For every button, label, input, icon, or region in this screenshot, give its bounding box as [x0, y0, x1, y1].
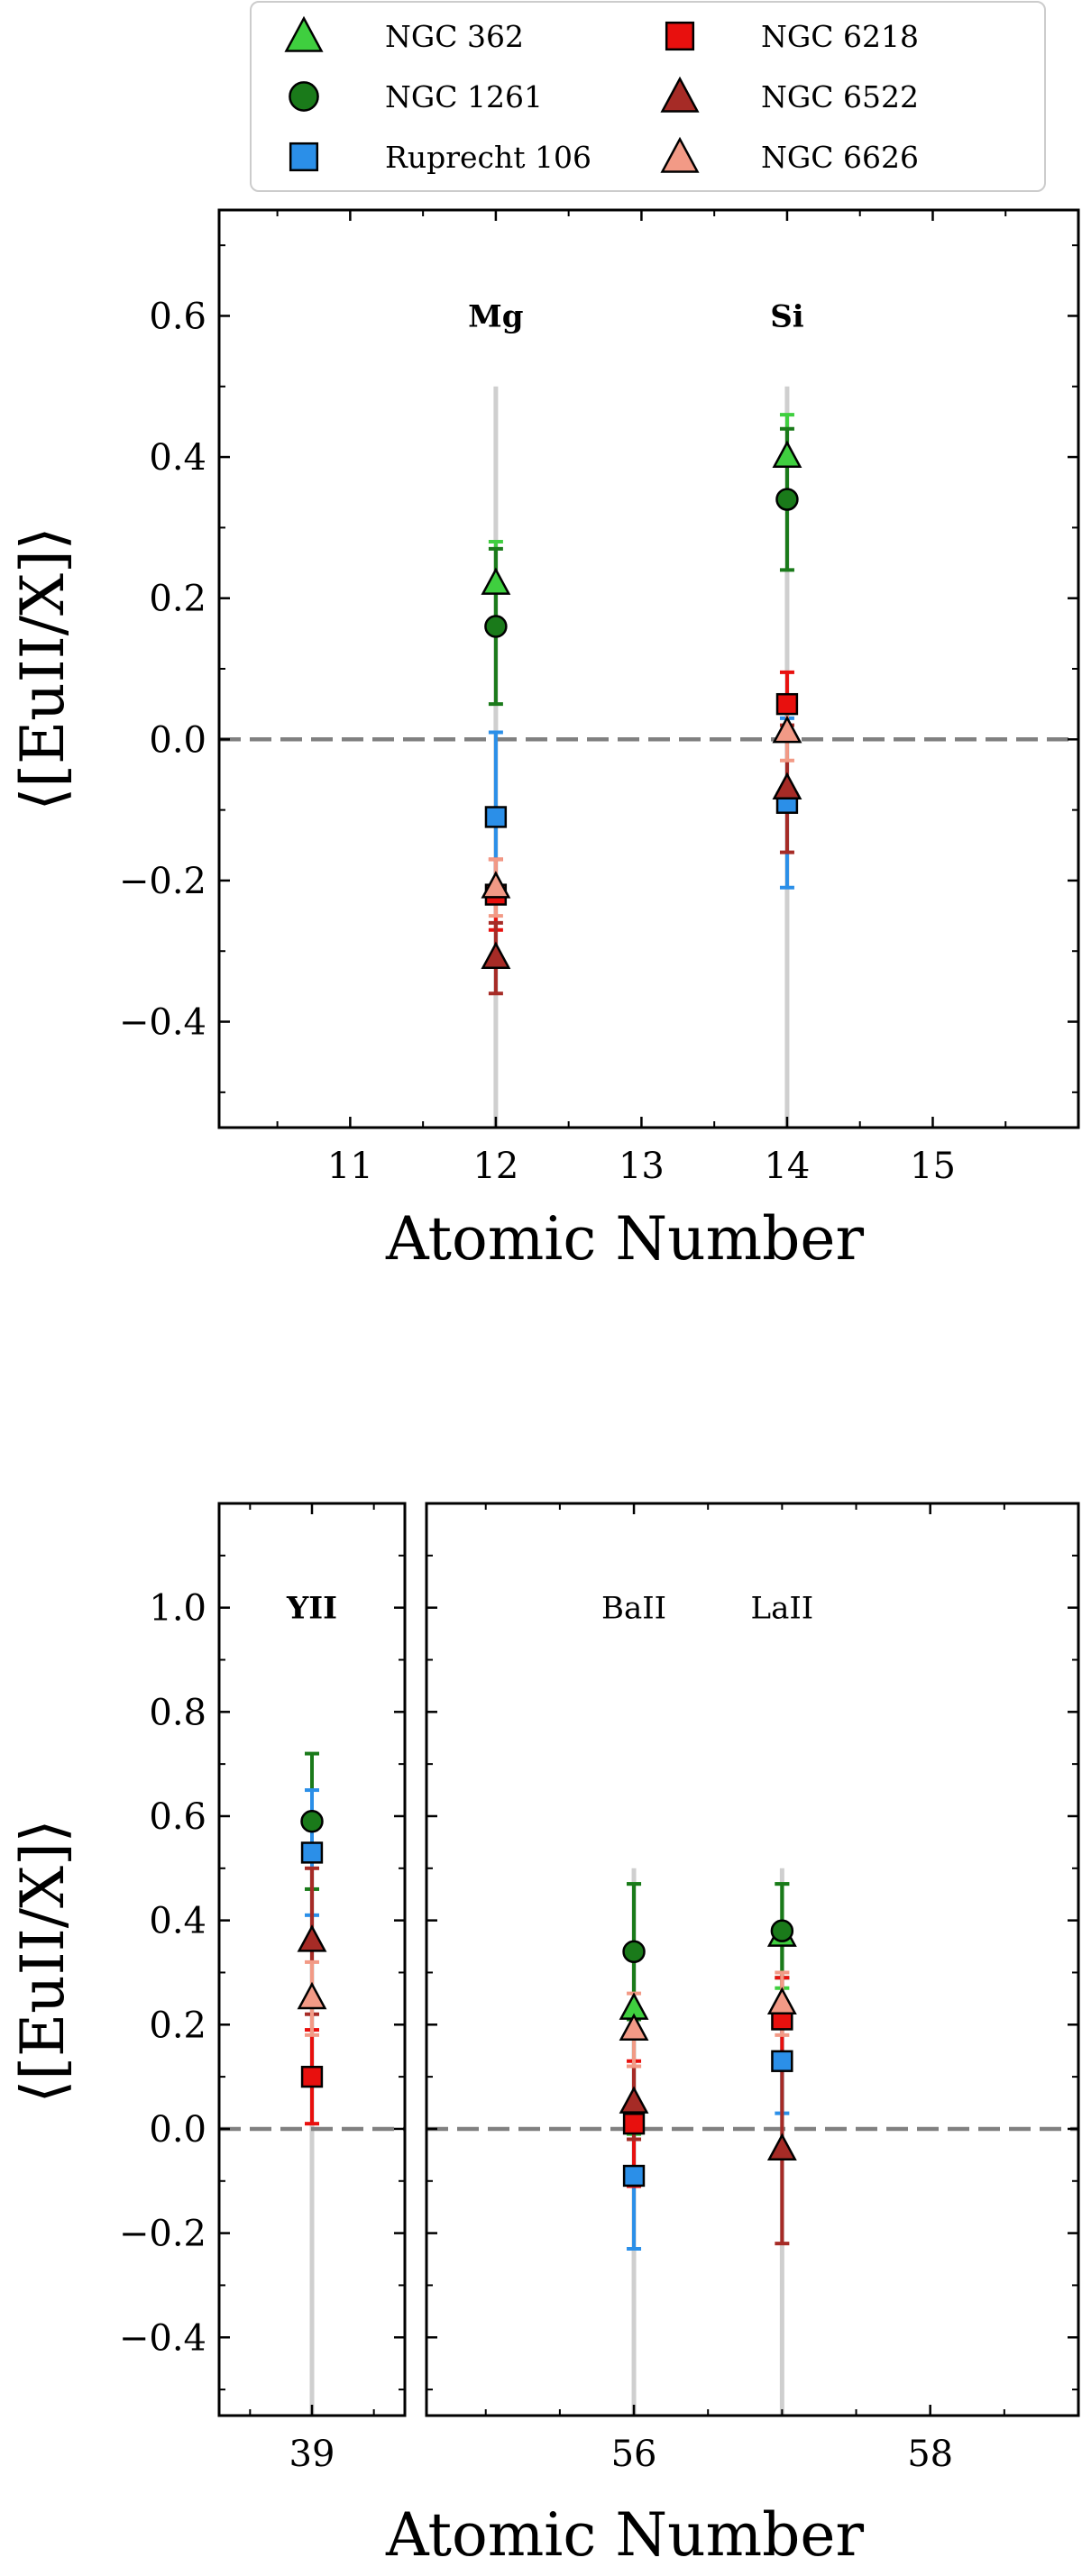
axes-frame — [425, 1502, 1080, 2417]
legend-label-ngc-6218: NGC 6218 — [761, 19, 919, 54]
panel-1: BaII LaII 56 58 — [425, 1502, 1080, 2475]
point-ngc-1261-12 — [484, 615, 508, 638]
x-tick-label: 14 — [764, 1146, 810, 1187]
top-chart: Mg Si 11 12 13 14 15 −0.4 −0.2 0.0 0.2 0.4 0.6 Atomic… — [8, 208, 1080, 1274]
point-ngc-1261-57 — [770, 1919, 794, 1942]
panel-0: Mg Si 11 12 13 14 15 −0.4 −0.2 0.0 0.2 0.4 0.6 — [119, 208, 1080, 1187]
element-label-mg: Mg — [468, 298, 523, 334]
point-ngc-6522-57 — [766, 2133, 797, 2160]
x-tick-label: 13 — [619, 1146, 665, 1187]
y-tick-label: −0.2 — [119, 2214, 206, 2255]
point-ngc-1261-56 — [622, 1940, 646, 1964]
point-ngc-362-14 — [772, 440, 802, 468]
point-ngc-6218-14 — [775, 692, 799, 716]
legend-marker-ngc-6522 — [660, 76, 700, 113]
point-ruprecht-106-12 — [484, 806, 508, 828]
x-axis-label: Atomic Number — [385, 1204, 865, 1274]
point-ruprecht-106-39 — [300, 1841, 324, 1864]
element-label-baii: BaII — [601, 1591, 666, 1627]
y-tick-label: 0.4 — [149, 437, 206, 479]
point-ngc-6522-12 — [481, 941, 511, 969]
legend-marker-ngc-6218 — [665, 21, 695, 51]
point-ngc-6626-56 — [619, 2013, 649, 2041]
y-tick-label: −0.2 — [119, 861, 206, 902]
legend-label-ngc-6626: NGC 6626 — [761, 140, 919, 175]
y-tick-label: 0.0 — [149, 719, 206, 761]
x-tick-label: 58 — [907, 2434, 953, 2475]
y-tick-label: 0.6 — [149, 296, 206, 337]
point-ruprecht-106-57 — [771, 2050, 793, 2072]
legend-label-ruprecht-106: Ruprecht 106 — [385, 140, 591, 175]
x-tick-label: 15 — [910, 1146, 956, 1187]
legend-marker-ngc-6626 — [660, 136, 700, 173]
legend-marker-ngc-362 — [284, 15, 324, 52]
y-axis-label: ⟨[EuII/X]⟩ — [8, 1819, 78, 2103]
element-label-si: Si — [770, 298, 804, 334]
point-ngc-6522-14 — [772, 772, 802, 800]
point-ngc-1261-39 — [300, 1810, 324, 1833]
axes-frame — [217, 208, 1080, 1129]
x-axis-label: Atomic Number — [385, 2500, 865, 2570]
x-tick-label: 11 — [327, 1146, 373, 1187]
element-label-laii: LaII — [751, 1591, 814, 1627]
legend-label-ngc-1261: NGC 1261 — [385, 79, 543, 114]
y-tick-label: 0.8 — [149, 1692, 206, 1733]
element-label-yii: YII — [286, 1591, 337, 1627]
x-tick-label: 56 — [611, 2434, 657, 2475]
y-tick-label: 0.2 — [149, 579, 206, 620]
x-tick-label: 39 — [289, 2434, 335, 2475]
point-ngc-6522-39 — [297, 1924, 327, 1952]
point-ngc-6626-57 — [766, 1987, 797, 2015]
point-ngc-6522-56 — [619, 2086, 649, 2114]
legend-frame — [250, 1, 1046, 192]
point-ngc-6626-39 — [297, 1981, 327, 2010]
point-ngc-6626-12 — [481, 871, 511, 899]
y-tick-label: −0.4 — [119, 1002, 206, 1044]
point-ngc-362-12 — [481, 567, 511, 595]
point-ngc-6218-56 — [622, 2112, 646, 2135]
panel-0: YII 39 −0.4 −0.2 0.0 0.2 0.4 0.6 0.8 1.0 — [119, 1502, 407, 2475]
y-tick-label: 0.4 — [149, 1901, 206, 1942]
y-axis-label: ⟨[EuII/X]⟩ — [8, 526, 78, 810]
point-ngc-6218-39 — [300, 2065, 324, 2088]
bottom-chart: YII 39 −0.4 −0.2 0.0 0.2 0.4 0.6 0.8 1.0 BaII LaII 5… — [8, 1502, 1080, 2570]
legend-marker-ngc-1261 — [289, 81, 319, 112]
y-tick-label: 0.2 — [149, 2005, 206, 2046]
legend-marker-ruprecht-106 — [289, 142, 319, 172]
x-tick-label: 12 — [472, 1146, 518, 1187]
legend: NGC 362 NGC 1261 Ruprecht 106 NGC 6218 NGC 6… — [250, 1, 1046, 192]
y-tick-label: 0.0 — [149, 2109, 206, 2151]
point-ruprecht-106-56 — [622, 2164, 646, 2188]
y-tick-label: 0.6 — [149, 1796, 206, 1838]
legend-label-ngc-6522: NGC 6522 — [761, 79, 919, 114]
y-tick-label: 1.0 — [149, 1588, 206, 1630]
point-ngc-1261-14 — [775, 488, 799, 511]
y-tick-label: −0.4 — [119, 2317, 206, 2359]
legend-label-ngc-362: NGC 362 — [385, 19, 524, 54]
point-ngc-6626-14 — [772, 715, 802, 744]
